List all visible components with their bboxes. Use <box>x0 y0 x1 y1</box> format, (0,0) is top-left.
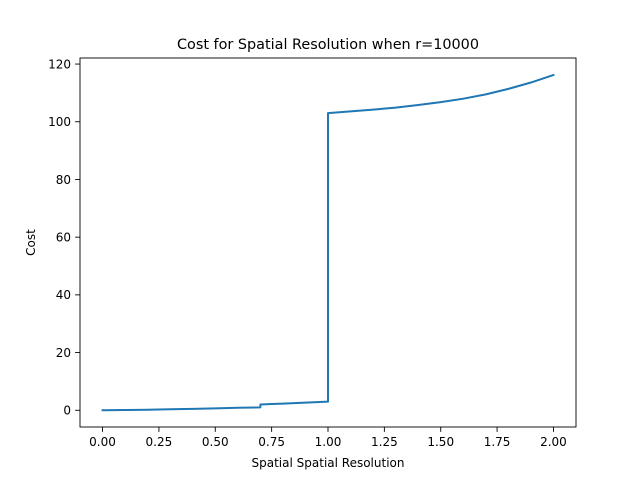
y-tick-label: 20 <box>56 346 71 360</box>
x-tick-label: 1.25 <box>371 435 398 449</box>
x-tick-label: 0.75 <box>258 435 285 449</box>
y-tick-label: 100 <box>48 115 71 129</box>
series-layer <box>101 73 555 412</box>
y-tick-label: 60 <box>56 230 71 244</box>
chart-title: Cost for Spatial Resolution when r=10000 <box>177 37 479 53</box>
y-axis-label: Cost <box>24 229 38 256</box>
x-tick-label: 2.00 <box>540 435 567 449</box>
x-tick-label: 0.00 <box>89 435 116 449</box>
y-axis-ticks: 0 20 40 60 80 100 120 <box>48 57 80 418</box>
x-tick-label: 0.50 <box>202 435 229 449</box>
x-axis-ticks: 0.00 0.25 0.50 0.75 1.00 1.25 1.50 1.75 2.00 <box>89 427 567 449</box>
y-tick-label: 80 <box>56 173 71 187</box>
y-tick-label: 0 <box>63 404 71 418</box>
x-axis-label: Spatial Spatial Resolution <box>252 456 405 470</box>
x-tick-label: 1.00 <box>315 435 342 449</box>
x-tick-label: 0.25 <box>146 435 173 449</box>
series-line <box>101 73 555 412</box>
plot-area-frame <box>79 57 577 428</box>
y-tick-label: 120 <box>48 57 71 71</box>
x-tick-label: 1.75 <box>484 435 511 449</box>
y-tick-label: 40 <box>56 288 71 302</box>
x-tick-label: 1.50 <box>427 435 454 449</box>
